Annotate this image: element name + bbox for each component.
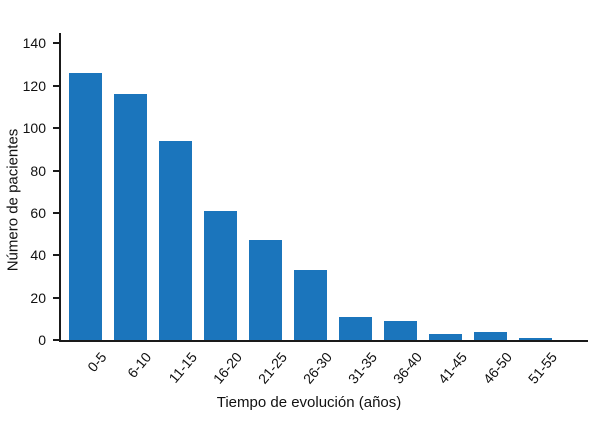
y-tick-label: 140 <box>22 35 46 52</box>
y-tick-mark <box>53 127 61 130</box>
y-tick-label: 40 <box>30 247 46 264</box>
x-tick-label: 51-55 <box>524 349 560 387</box>
x-axis-title: Tiempo de evolución (años) <box>216 394 402 411</box>
y-tick-mark <box>53 254 61 257</box>
x-tick-label: 21-25 <box>254 349 290 387</box>
y-tick-mark <box>53 339 61 341</box>
bar-16-20 <box>204 211 237 340</box>
y-tick-label: 100 <box>22 120 46 137</box>
y-tick-label: 60 <box>30 204 46 221</box>
y-tick-label: 120 <box>22 77 46 94</box>
x-tick-label: 31-35 <box>344 349 380 387</box>
bar-0-5 <box>69 73 102 340</box>
x-tick-label: 6-10 <box>124 349 155 381</box>
y-tick-mark <box>53 296 61 299</box>
y-tick-mark <box>53 211 61 214</box>
bar-51-55 <box>519 338 552 340</box>
y-tick-label: 0 <box>38 332 46 348</box>
x-tick-label: 46-50 <box>479 349 515 387</box>
bar-21-25 <box>249 240 282 340</box>
x-tick-label: 36-40 <box>389 349 425 387</box>
y-tick-mark <box>53 84 61 87</box>
plot-area: 0 20 40 60 80 100 120 140 0-5 6-10 11-15 16-20 21-2… <box>23 33 588 387</box>
bar-31-35 <box>339 317 372 340</box>
y-tick-label: 20 <box>30 289 46 306</box>
bar-6-10 <box>114 94 147 340</box>
y-tick-mark <box>53 42 61 45</box>
y-tick-mark <box>53 169 61 172</box>
y-axis-line <box>59 33 61 342</box>
y-tick-label: 80 <box>30 162 46 179</box>
bar-41-45 <box>429 334 462 340</box>
bar-26-30 <box>294 270 327 340</box>
x-tick-label: 11-15 <box>165 349 200 386</box>
x-axis-line <box>59 340 588 342</box>
x-tick-label: 0-5 <box>84 349 110 375</box>
bar-46-50 <box>474 332 507 340</box>
x-tick-label: 16-20 <box>209 349 245 387</box>
x-tick-label: 26-30 <box>299 349 335 387</box>
bar-36-40 <box>384 321 417 340</box>
x-tick-label: 41-45 <box>434 349 470 387</box>
bar-11-15 <box>159 141 192 340</box>
